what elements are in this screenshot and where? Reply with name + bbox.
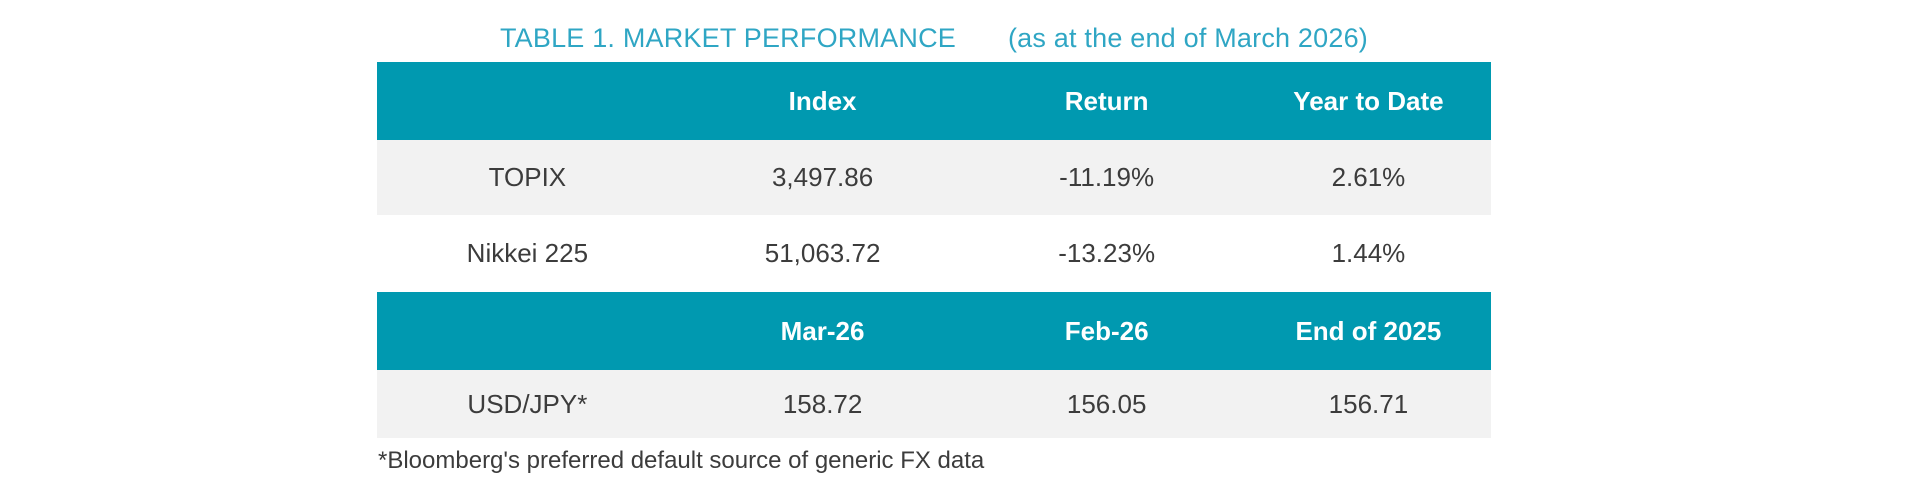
table-header-row-fx-periods: Mar-26 Feb-26 End of 2025: [377, 292, 1491, 370]
market-performance-table: Index Return Year to Date TOPIX 3,497.86…: [377, 62, 1491, 438]
table-title: TABLE 1. MARKET PERFORMANCE (as at the e…: [377, 22, 1491, 54]
table-row-topix: TOPIX 3,497.86 -11.19% 2.61%: [377, 140, 1491, 215]
table-row-nikkei-225: Nikkei 225 51,063.72 -13.23% 1.44%: [377, 215, 1491, 292]
nikkei-225-return-value: -13.23%: [1058, 238, 1156, 268]
header-cell-year-to-date: Year to Date: [1293, 85, 1444, 116]
row-label-nikkei-225: Nikkei 225: [466, 238, 589, 268]
table-row-usd-jpy: USD/JPY* 158.72 156.05 156.71: [377, 370, 1491, 438]
nikkei-225-index-value: 51,063.72: [764, 238, 881, 268]
row-label-usd-jpy: USD/JPY*: [467, 388, 588, 419]
row-label-topix: TOPIX: [488, 162, 567, 192]
table-header-row-indices: Index Return Year to Date: [377, 62, 1491, 140]
topix-return-value: -11.19%: [1059, 162, 1155, 192]
topix-index-value: 3,497.86: [771, 162, 874, 192]
usd-jpy-end-of-2025-value: 156.71: [1328, 388, 1409, 419]
fx-source-footnote: *Bloomberg's preferred default source of…: [378, 447, 985, 474]
usd-jpy-feb-26-value: 156.05: [1066, 388, 1147, 419]
nikkei-225-ytd-value: 1.44%: [1331, 238, 1406, 268]
topix-ytd-value: 2.61%: [1331, 162, 1406, 192]
header-cell-end-of-2025: End of 2025: [1295, 315, 1442, 346]
table-title-main: TABLE 1. MARKET PERFORMANCE: [499, 23, 956, 53]
header-cell-feb-26: Feb-26: [1064, 315, 1149, 346]
table-title-date-suffix: (as at the end of March 2026): [1007, 23, 1368, 53]
usd-jpy-mar-26-value: 158.72: [782, 388, 863, 419]
header-cell-index: Index: [788, 85, 857, 116]
header-cell-return: Return: [1064, 85, 1149, 116]
header-cell-mar-26: Mar-26: [780, 315, 865, 346]
